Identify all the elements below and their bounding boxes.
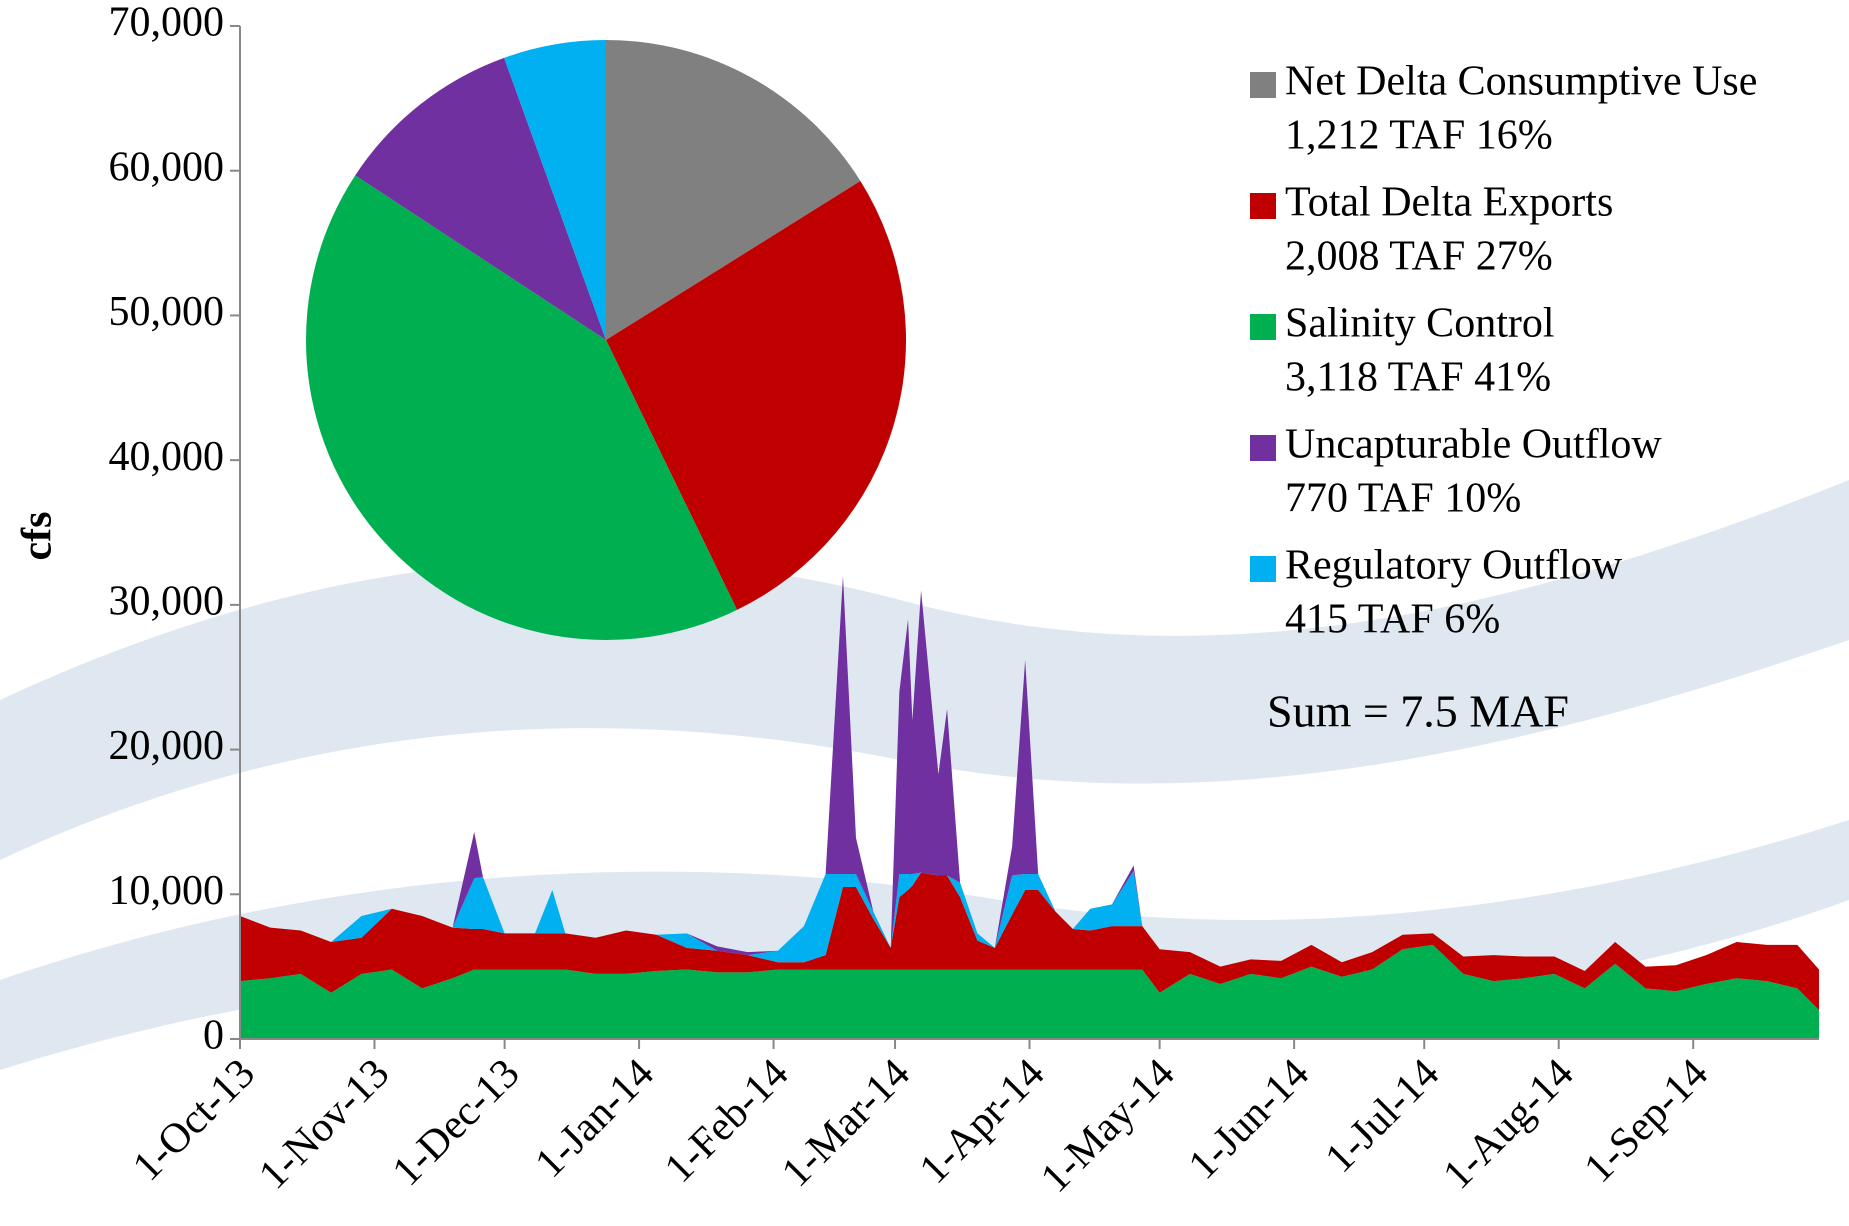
pie-slice <box>305 175 738 641</box>
y-tick-label: 30,000 <box>109 578 225 624</box>
area-segment <box>240 944 1819 1039</box>
legend-swatch <box>1250 193 1276 219</box>
pie-slice <box>504 40 606 340</box>
pie-slice <box>606 181 907 610</box>
y-tick-label: 0 <box>203 1013 224 1059</box>
legend-value: 3,118 TAF 41% <box>1285 355 1551 401</box>
legend-label: Total Delta Exports <box>1285 180 1613 226</box>
pie-slice <box>355 57 606 341</box>
x-tick-label: 1-Jun-14 <box>1180 1050 1318 1188</box>
x-tick-label: 1-Dec-13 <box>384 1050 529 1195</box>
legend-label: Regulatory Outflow <box>1285 543 1623 589</box>
x-tick-label: 1-Apr-14 <box>911 1050 1053 1192</box>
legend-label: Uncapturable Outflow <box>1285 422 1662 468</box>
y-tick-label: 50,000 <box>109 289 225 335</box>
x-tick-label: 1-Oct-13 <box>124 1050 264 1190</box>
legend-swatch <box>1250 435 1276 461</box>
legend-swatch <box>1250 314 1276 340</box>
x-tick-label: 1-Nov-13 <box>250 1050 398 1198</box>
x-tick-label: 1-May-14 <box>1032 1050 1183 1201</box>
x-tick-label: 1-Aug-14 <box>1435 1050 1583 1198</box>
legend-label: Salinity Control <box>1285 301 1555 347</box>
x-tick-label: 1-Jul-14 <box>1317 1050 1449 1182</box>
area-segment <box>240 871 1819 971</box>
area-segment <box>240 872 1819 1011</box>
legend-value: 415 TAF 6% <box>1285 597 1500 643</box>
y-tick-label: 60,000 <box>109 144 225 190</box>
y-tick-label: 10,000 <box>109 868 225 914</box>
y-axis-label: cfs <box>15 512 61 561</box>
legend-swatch <box>1250 72 1276 98</box>
legend-value: 2,008 TAF 27% <box>1285 234 1553 280</box>
pie-slice <box>606 40 861 340</box>
legend-swatch <box>1250 556 1276 582</box>
x-tick-label: 1-Jan-14 <box>527 1050 663 1186</box>
area-segment <box>240 575 1819 971</box>
annotation: Sum = 7.5 MAF <box>1267 686 1569 737</box>
y-tick-label: 70,000 <box>109 0 225 46</box>
x-tick-label: 1-Mar-14 <box>773 1050 919 1196</box>
y-tick-label: 40,000 <box>109 434 225 480</box>
x-tick-label: 1-Sep-14 <box>1576 1050 1717 1191</box>
legend-value: 1,212 TAF 16% <box>1285 113 1553 159</box>
legend-value: 770 TAF 10% <box>1285 476 1521 522</box>
y-tick-label: 20,000 <box>109 723 225 769</box>
legend-label: Net Delta Consumptive Use <box>1285 59 1757 105</box>
x-tick-label: 1-Feb-14 <box>656 1050 797 1191</box>
